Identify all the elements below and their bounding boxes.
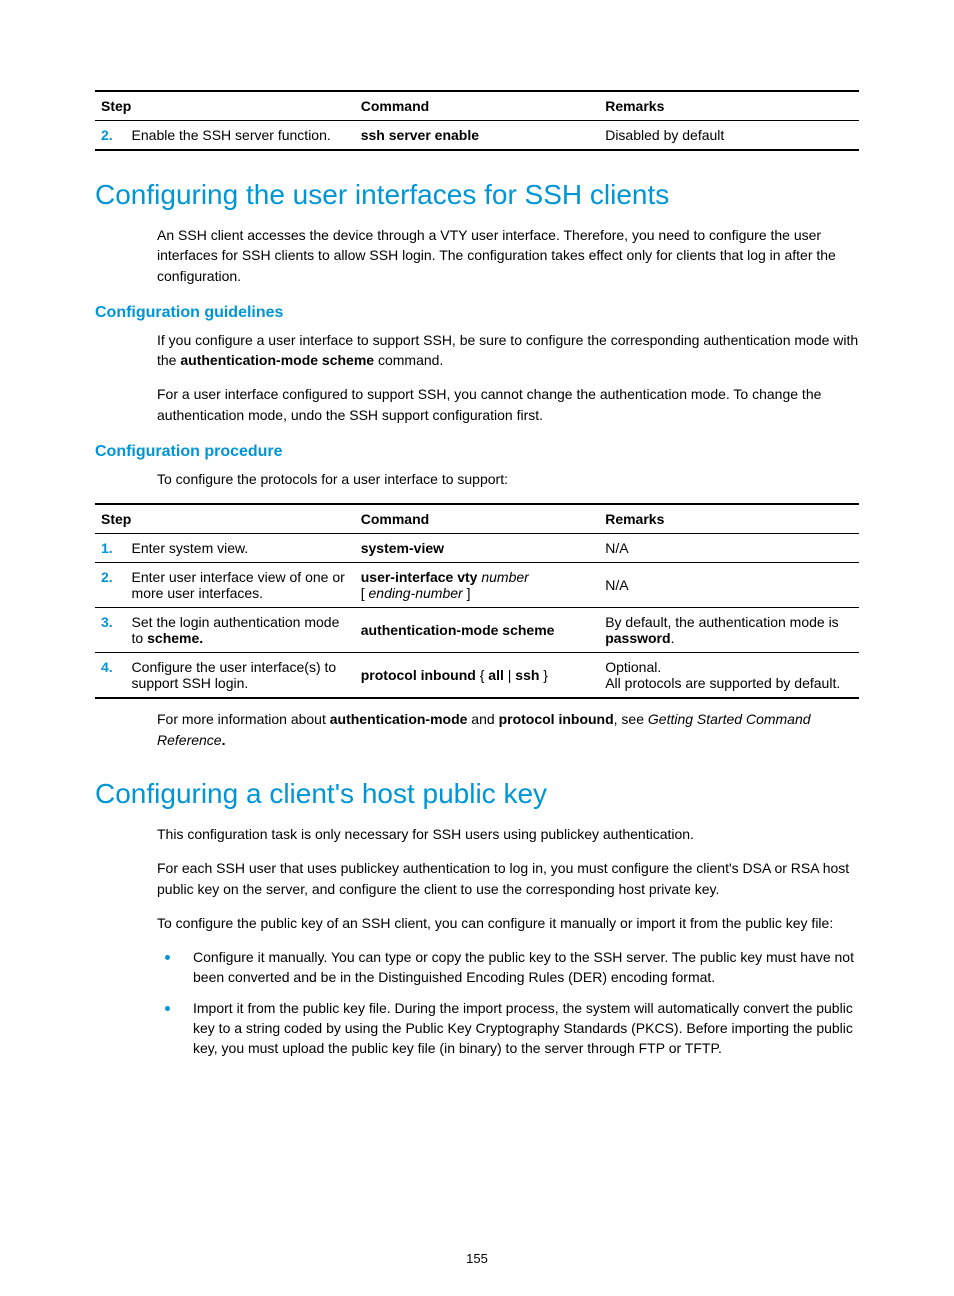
- page-number: 155: [0, 1251, 954, 1266]
- command-cell: system-view: [355, 534, 599, 563]
- step-desc: Enter system view.: [126, 534, 355, 563]
- step-number: 3.: [95, 608, 126, 653]
- table2-col-remarks: Remarks: [599, 504, 859, 534]
- table-row: 4.Configure the user interface(s) to sup…: [95, 653, 859, 699]
- public-key-options-list: Configure it manually. You can type or c…: [157, 947, 859, 1058]
- section2-p1: This configuration task is only necessar…: [157, 824, 859, 844]
- subheading-guidelines: Configuration guidelines: [95, 304, 859, 322]
- section-heading-ssh-ui: Configuring the user interfaces for SSH …: [95, 179, 859, 211]
- text-bold: authentication-mode: [330, 711, 468, 727]
- step-number: 1.: [95, 534, 126, 563]
- command-cell: protocol inbound { all | ssh }: [355, 653, 599, 699]
- text: and: [467, 711, 498, 727]
- guideline-1: If you configure a user interface to sup…: [157, 330, 859, 371]
- procedure-intro: To configure the protocols for a user in…: [157, 469, 859, 489]
- text: For more information about: [157, 711, 330, 727]
- list-item: Configure it manually. You can type or c…: [157, 947, 859, 988]
- table2-col-command: Command: [355, 504, 599, 534]
- list-item: Import it from the public key file. Duri…: [157, 998, 859, 1059]
- text-bold: protocol inbound: [499, 711, 614, 727]
- guideline-2: For a user interface configured to suppo…: [157, 384, 859, 425]
- user-interface-protocol-table: Step Command Remarks 1.Enter system view…: [95, 503, 859, 699]
- text-bold: authentication-mode scheme: [180, 352, 374, 368]
- command-cell: authentication-mode scheme: [355, 608, 599, 653]
- table1-col-remarks: Remarks: [599, 91, 859, 121]
- text: command.: [374, 352, 443, 368]
- footer-note: For more information about authenticatio…: [157, 709, 859, 750]
- step-desc: Configure the user interface(s) to suppo…: [126, 653, 355, 699]
- command-cell: ssh server enable: [355, 121, 599, 151]
- remarks-cell: Optional.All protocols are supported by …: [599, 653, 859, 699]
- text: .: [222, 732, 226, 748]
- remarks-cell: N/A: [599, 534, 859, 563]
- table-row: 2.Enter user interface view of one or mo…: [95, 563, 859, 608]
- remarks-cell: By default, the authentication mode is p…: [599, 608, 859, 653]
- step-number: 4.: [95, 653, 126, 699]
- section-heading-host-key: Configuring a client's host public key: [95, 778, 859, 810]
- subheading-procedure: Configuration procedure: [95, 443, 859, 461]
- section2-p2: For each SSH user that uses publickey au…: [157, 858, 859, 899]
- step-desc: Enter user interface view of one or more…: [126, 563, 355, 608]
- section1-intro: An SSH client accesses the device throug…: [157, 225, 859, 286]
- document-page: Step Command Remarks 2. Enable the SSH s…: [0, 0, 954, 1296]
- step-desc: Enable the SSH server function.: [126, 121, 355, 151]
- table1-col-step: Step: [95, 91, 355, 121]
- table-row: 2. Enable the SSH server function. ssh s…: [95, 121, 859, 151]
- table2-col-step: Step: [95, 504, 355, 534]
- table1-col-command: Command: [355, 91, 599, 121]
- ssh-server-enable-table: Step Command Remarks 2. Enable the SSH s…: [95, 90, 859, 151]
- step-desc: Set the login authentication mode to sch…: [126, 608, 355, 653]
- command-cell: user-interface vty number[ ending-number…: [355, 563, 599, 608]
- remarks-cell: N/A: [599, 563, 859, 608]
- step-number: 2.: [95, 121, 126, 151]
- table-row: 3.Set the login authentication mode to s…: [95, 608, 859, 653]
- section2-p3: To configure the public key of an SSH cl…: [157, 913, 859, 933]
- remarks-cell: Disabled by default: [599, 121, 859, 151]
- table-row: 1.Enter system view.system-viewN/A: [95, 534, 859, 563]
- step-number: 2.: [95, 563, 126, 608]
- text: , see: [614, 711, 648, 727]
